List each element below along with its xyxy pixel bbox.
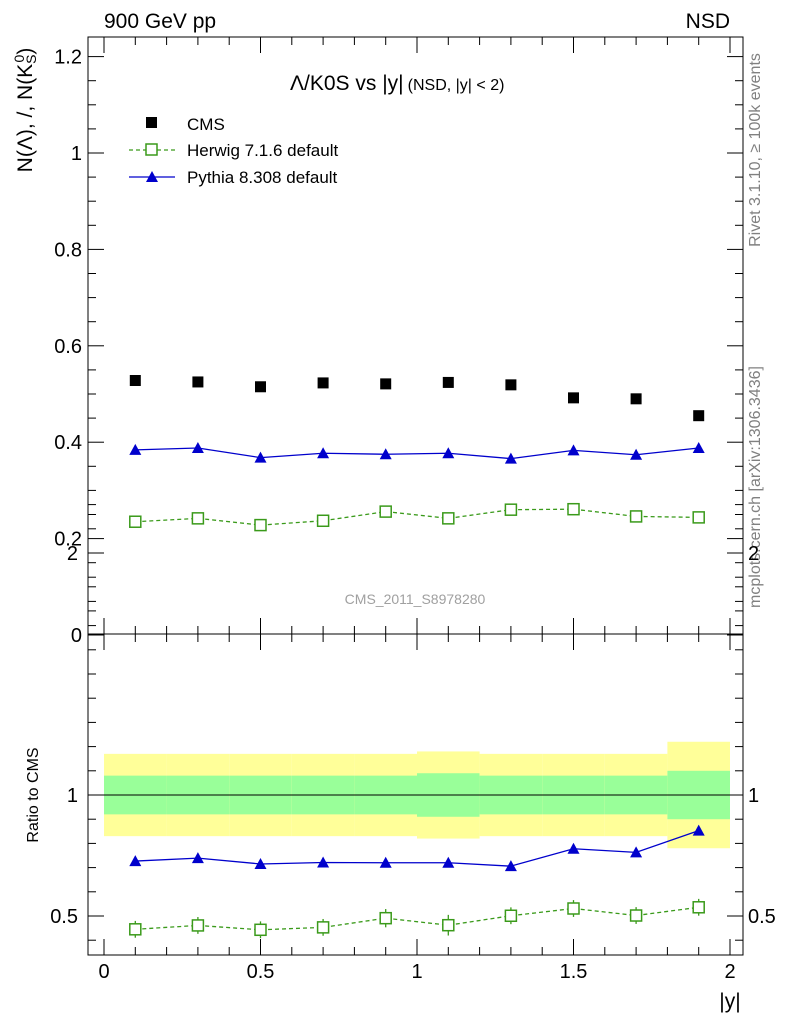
analysis-watermark: CMS_2011_S8978280 — [345, 591, 486, 607]
ratio-pythia-point — [254, 857, 267, 869]
ratio-pythia-point — [442, 856, 455, 868]
ratio-panel-ticks: 0.5 0.5 1 1 2 2 0 0.5 1 1.5 2 — [50, 504, 776, 983]
ratio-herwig-point — [692, 901, 705, 914]
cms-point — [442, 376, 454, 388]
ratio-herwig-point — [504, 909, 518, 923]
cms-point — [505, 379, 517, 391]
herwig-point — [379, 505, 392, 518]
legend-marker-herwig — [145, 143, 158, 156]
pythia-point — [442, 447, 455, 459]
pythia-point — [692, 441, 705, 453]
herwig-point — [129, 515, 142, 528]
y-tick-label: 0.4 — [54, 432, 82, 454]
ratio-pythia-point — [630, 846, 643, 858]
pythia-point — [567, 444, 580, 456]
pythia-point — [191, 441, 204, 453]
legend-marker-pythia — [146, 171, 158, 182]
pythia-point — [504, 452, 517, 464]
legend-label-cms: CMS — [187, 115, 225, 134]
herwig-point — [629, 510, 643, 523]
x-axis-label: |y| — [719, 990, 740, 1013]
cms-point — [255, 381, 266, 393]
ratio-herwig-point — [567, 902, 580, 915]
ratio-pythia-line — [135, 829, 699, 867]
y-axis-label: N(Λ), /, N(KS0) — [11, 48, 39, 173]
legend: CMS Herwig 7.1.6 default Pythia 8.308 de… — [129, 115, 338, 187]
y-tick-label: 0 — [71, 625, 82, 647]
chart-title: Λ/K0S vs |y| — [290, 72, 404, 95]
y-tick-label: 0.8 — [54, 239, 82, 261]
herwig-point — [254, 518, 267, 532]
ratio-y-tick-label-right: 1 — [748, 785, 759, 807]
ratio-herwig-point — [129, 923, 142, 936]
legend-label-herwig: Herwig 7.1.6 default — [187, 141, 338, 160]
herwig-point — [504, 503, 518, 516]
cms-point — [568, 392, 579, 404]
ratio-pythia-point — [191, 852, 204, 864]
x-tick-label: 0.5 — [247, 961, 275, 983]
herwig-line — [135, 508, 699, 526]
cms-point — [630, 393, 642, 405]
herwig-point — [316, 514, 330, 528]
ratio-panel: 0.5 0.5 1 1 2 2 0 0.5 1 1.5 2 Ratio to CMS |y| — [25, 504, 776, 1013]
ratio-y-tick-label: 1 — [67, 785, 78, 807]
pythia-point — [379, 448, 392, 460]
ratio-pythia-point — [379, 856, 392, 868]
chart-subtitle: (NSD, |y| < 2) — [408, 77, 505, 94]
y-tick-label: 1 — [71, 143, 82, 165]
ratio-pythia-point — [129, 855, 142, 867]
ratio-y-axis-label: Ratio to CMS — [25, 747, 42, 842]
pythia-point — [254, 451, 267, 463]
x-tick-label: 0 — [98, 961, 109, 983]
main-panel-ticks: 0 0.2 0.4 0.6 0.8 1 1.2 — [54, 37, 743, 647]
pythia-point — [129, 443, 142, 455]
ratio-bands — [88, 741, 743, 849]
main-panel-marks — [129, 375, 705, 532]
herwig-point — [442, 512, 455, 525]
ratio-herwig-point — [629, 909, 643, 922]
rivet-label: Rivet 3.1.10, ≥ 100k events — [747, 53, 764, 247]
pythia-point — [630, 448, 643, 460]
legend-marker-cms — [146, 117, 157, 128]
cms-point — [380, 378, 392, 390]
ratio-herwig-point — [316, 921, 330, 934]
header-right: NSD — [686, 10, 730, 33]
pythia-line — [135, 447, 699, 460]
ratio-herwig-point — [191, 919, 205, 932]
ratio-y-tick-label-right: 0.5 — [748, 906, 776, 928]
ratio-herwig-point — [379, 911, 392, 925]
legend-label-pythia: Pythia 8.308 default — [187, 168, 338, 187]
ratio-herwig-line — [135, 906, 699, 931]
ratio-herwig-point — [442, 918, 455, 932]
herwig-point — [191, 512, 205, 525]
y-tick-label: 0.2 — [54, 529, 82, 551]
y-tick-label: 1.2 — [54, 47, 82, 69]
ratio-pythia-point — [504, 860, 517, 872]
ratio-pythia-point — [317, 856, 330, 868]
header-left: 900 GeV pp — [104, 10, 216, 33]
cms-point — [192, 376, 204, 388]
ratio-herwig-point — [254, 923, 267, 937]
herwig-point — [567, 502, 580, 516]
cms-point — [317, 377, 329, 389]
herwig-point — [692, 511, 705, 524]
cms-point — [693, 410, 705, 422]
pythia-point — [317, 447, 330, 459]
main-panel: 0 0.2 0.4 0.6 0.8 1 1.2 Λ/K0S vs |y| (NSD, |y|… — [11, 36, 744, 647]
x-tick-label: 1.5 — [560, 961, 588, 983]
x-tick-label: 1 — [411, 961, 422, 983]
ratio-y-tick-label: 2 — [67, 543, 78, 565]
ratio-panel-marks — [129, 824, 705, 939]
ratio-y-tick-label: 0.5 — [50, 906, 78, 928]
mcplots-label: mcplots.cern.ch [arXiv:1306.3436] — [747, 366, 764, 608]
ratio-pythia-point — [567, 842, 580, 854]
ratio-y-tick-label-right: 2 — [748, 543, 759, 565]
y-tick-label: 0.6 — [54, 336, 82, 358]
ratio-pythia-point — [692, 824, 705, 836]
x-tick-label: 2 — [724, 961, 735, 983]
cms-point — [129, 375, 141, 387]
